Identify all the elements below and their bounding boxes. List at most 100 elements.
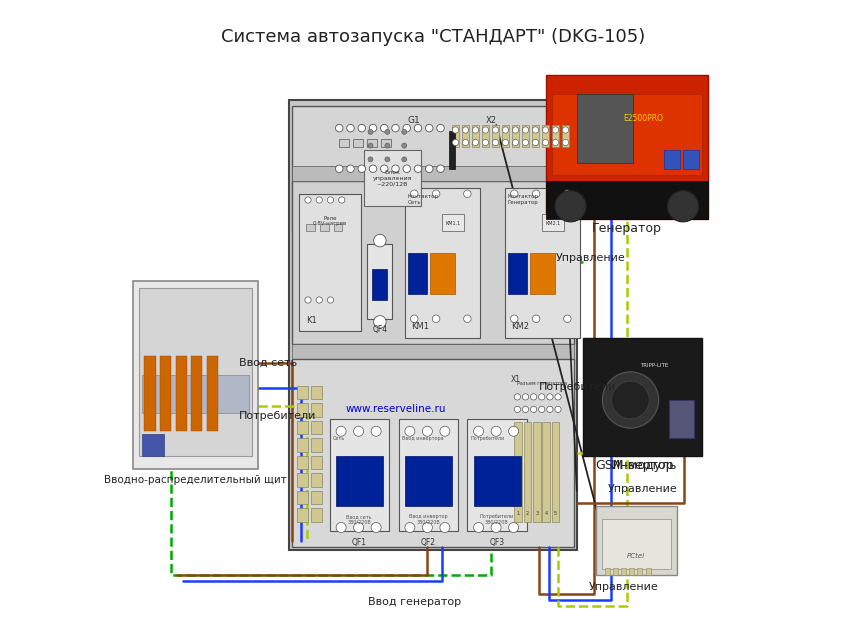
- Text: Потребители: Потребители: [470, 436, 505, 441]
- Text: Ввод сеть: Ввод сеть: [239, 357, 297, 367]
- Bar: [546, 75, 708, 219]
- Circle shape: [510, 190, 518, 198]
- Circle shape: [440, 426, 449, 436]
- Bar: [546, 181, 708, 219]
- Circle shape: [403, 165, 410, 172]
- Text: 2: 2: [526, 511, 529, 516]
- Circle shape: [346, 124, 354, 132]
- Text: Потребители: Потребители: [540, 382, 617, 392]
- Bar: [452, 125, 459, 147]
- Circle shape: [508, 426, 519, 436]
- Circle shape: [316, 197, 322, 203]
- Circle shape: [539, 394, 545, 400]
- Text: Сеть: Сеть: [333, 436, 346, 441]
- Bar: [583, 338, 701, 456]
- Circle shape: [555, 406, 561, 412]
- Circle shape: [462, 139, 469, 146]
- Bar: [683, 150, 699, 169]
- Circle shape: [369, 124, 377, 132]
- Circle shape: [405, 522, 415, 532]
- Circle shape: [553, 139, 559, 146]
- Text: QF3: QF3: [489, 538, 504, 546]
- Circle shape: [432, 190, 440, 198]
- Circle shape: [440, 522, 449, 532]
- Circle shape: [562, 139, 569, 146]
- Circle shape: [402, 129, 407, 134]
- Bar: [207, 356, 218, 431]
- Circle shape: [385, 143, 390, 148]
- Bar: [293, 166, 573, 181]
- Text: G1: G1: [408, 116, 421, 124]
- Bar: [297, 473, 308, 487]
- Bar: [501, 125, 509, 147]
- Circle shape: [353, 426, 364, 436]
- Bar: [521, 125, 529, 147]
- Circle shape: [542, 127, 549, 133]
- Bar: [530, 253, 555, 294]
- Bar: [297, 386, 308, 399]
- Circle shape: [380, 165, 388, 172]
- Circle shape: [502, 139, 508, 146]
- Bar: [142, 375, 249, 413]
- Bar: [139, 288, 252, 456]
- Text: KM2.1: KM2.1: [546, 221, 560, 226]
- Circle shape: [402, 143, 407, 148]
- Circle shape: [462, 127, 469, 133]
- Bar: [630, 568, 634, 575]
- Circle shape: [368, 157, 373, 162]
- Bar: [297, 456, 308, 469]
- Circle shape: [368, 143, 373, 148]
- Text: QF2: QF2: [421, 538, 436, 546]
- Text: Управление: Управление: [608, 484, 677, 494]
- Circle shape: [336, 522, 346, 532]
- Circle shape: [533, 315, 540, 322]
- Bar: [311, 491, 322, 504]
- Bar: [532, 125, 540, 147]
- Circle shape: [510, 315, 518, 322]
- Circle shape: [564, 190, 571, 198]
- Bar: [562, 125, 569, 147]
- Text: QF4: QF4: [372, 325, 387, 334]
- Text: Потребители
380/220В: Потребители 380/220В: [480, 514, 514, 525]
- Circle shape: [493, 127, 499, 133]
- Bar: [339, 139, 349, 147]
- Circle shape: [423, 426, 432, 436]
- Circle shape: [474, 426, 483, 436]
- Bar: [621, 568, 626, 575]
- Circle shape: [514, 406, 520, 412]
- Circle shape: [482, 127, 488, 133]
- Bar: [297, 491, 308, 504]
- Bar: [289, 100, 577, 550]
- Bar: [577, 94, 633, 162]
- Bar: [468, 419, 527, 531]
- Circle shape: [316, 297, 322, 303]
- Circle shape: [513, 139, 519, 146]
- Circle shape: [391, 165, 399, 172]
- Circle shape: [555, 191, 586, 222]
- Bar: [542, 214, 565, 231]
- Circle shape: [436, 165, 444, 172]
- Bar: [372, 269, 387, 300]
- Circle shape: [482, 139, 488, 146]
- Bar: [320, 224, 328, 231]
- Circle shape: [472, 139, 479, 146]
- Circle shape: [327, 297, 333, 303]
- Bar: [311, 438, 322, 452]
- Circle shape: [414, 124, 422, 132]
- Bar: [366, 139, 377, 147]
- Circle shape: [373, 316, 386, 328]
- Circle shape: [562, 127, 569, 133]
- Circle shape: [474, 522, 483, 532]
- Text: KM2: KM2: [511, 322, 529, 331]
- Circle shape: [405, 426, 415, 436]
- Bar: [299, 194, 361, 331]
- Circle shape: [369, 165, 377, 172]
- Circle shape: [533, 127, 539, 133]
- Text: Система автозапуска "СТАНДАРТ" (DKG-105): Система автозапуска "СТАНДАРТ" (DKG-105): [221, 28, 645, 46]
- Bar: [613, 568, 618, 575]
- Bar: [405, 456, 452, 506]
- Circle shape: [611, 381, 650, 419]
- Bar: [353, 139, 363, 147]
- Bar: [552, 94, 701, 175]
- Circle shape: [522, 394, 528, 400]
